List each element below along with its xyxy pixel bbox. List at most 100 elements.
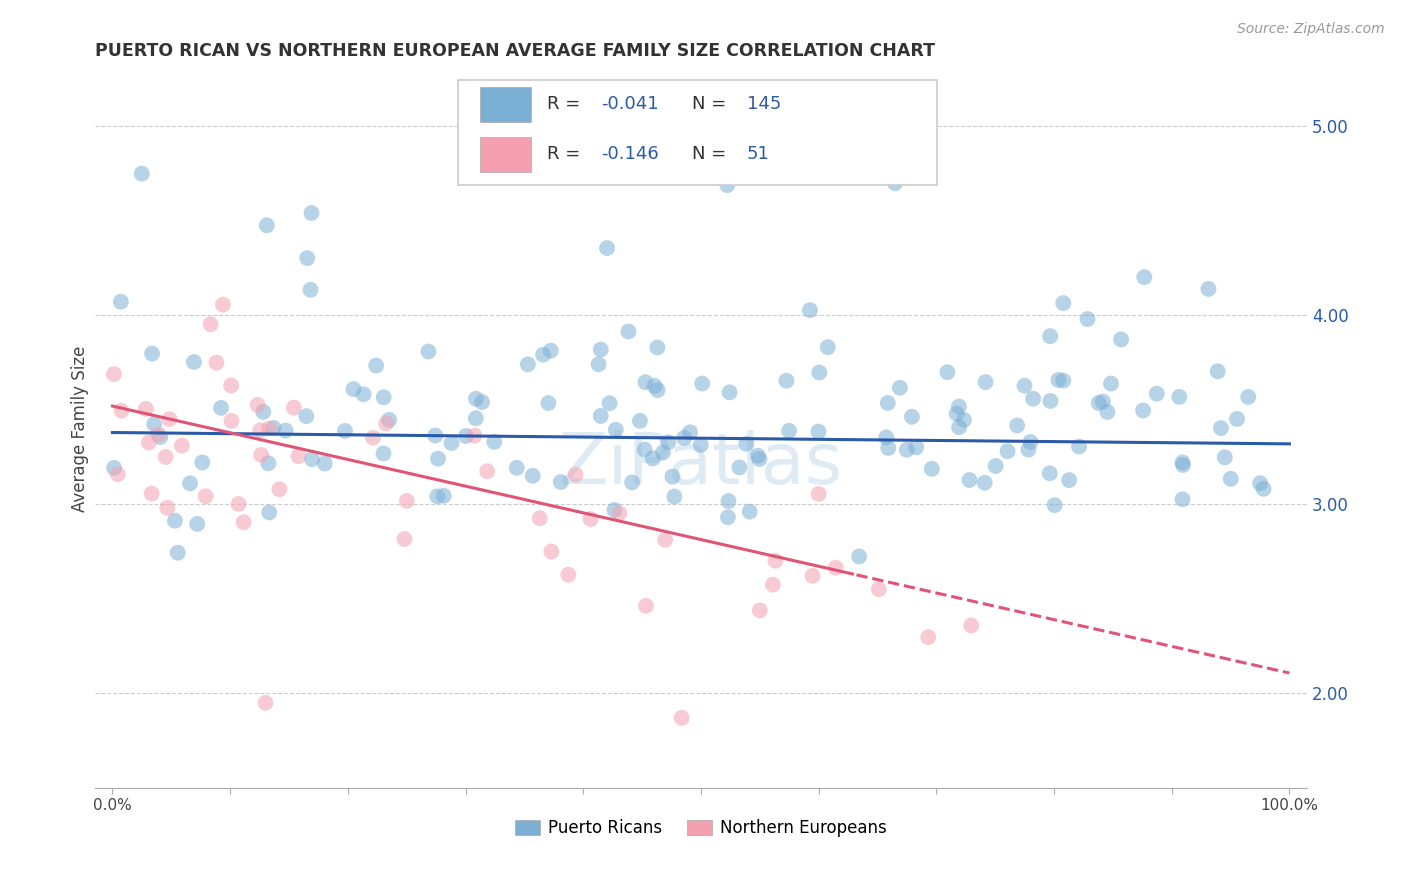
Point xyxy=(605,423,627,437)
Point xyxy=(333,424,356,438)
Point xyxy=(1132,403,1154,417)
Point xyxy=(295,409,318,424)
Point xyxy=(647,341,669,355)
Point xyxy=(146,427,169,442)
Point xyxy=(748,452,770,467)
Point xyxy=(1171,492,1194,507)
Point xyxy=(529,511,551,525)
Point xyxy=(283,401,305,415)
Point xyxy=(463,428,485,442)
Point xyxy=(254,696,277,710)
Point xyxy=(997,444,1019,458)
Point xyxy=(617,325,640,339)
Point xyxy=(1198,282,1220,296)
Point xyxy=(426,451,449,466)
Point xyxy=(373,390,395,404)
Point xyxy=(471,395,494,409)
Point xyxy=(718,385,741,400)
Point xyxy=(131,167,153,181)
Point xyxy=(690,376,713,391)
Point xyxy=(373,446,395,460)
Point xyxy=(1052,296,1074,310)
Point xyxy=(259,421,281,435)
Point xyxy=(589,409,612,423)
Point xyxy=(1039,467,1062,481)
Point xyxy=(973,475,995,490)
Point xyxy=(747,449,769,463)
Point xyxy=(654,533,676,547)
Point xyxy=(817,340,839,354)
Point xyxy=(953,413,976,427)
Text: PUERTO RICAN VS NORTHERN EUROPEAN AVERAGE FAMILY SIZE CORRELATION CHART: PUERTO RICAN VS NORTHERN EUROPEAN AVERAG… xyxy=(94,42,935,60)
Point xyxy=(1099,376,1122,391)
Point xyxy=(596,241,619,255)
Point xyxy=(762,577,785,591)
Point xyxy=(257,456,280,470)
Point xyxy=(1171,455,1194,469)
Point xyxy=(588,357,610,371)
Point xyxy=(378,413,401,427)
Point xyxy=(477,464,499,478)
Point xyxy=(531,348,554,362)
Point xyxy=(301,452,323,467)
Point xyxy=(163,514,186,528)
Point xyxy=(1237,390,1260,404)
FancyBboxPatch shape xyxy=(481,137,531,171)
Point xyxy=(506,460,529,475)
Point xyxy=(1168,390,1191,404)
Point xyxy=(550,475,572,489)
Point xyxy=(159,412,181,426)
Point xyxy=(661,469,683,483)
Point xyxy=(454,429,477,443)
Text: R =: R = xyxy=(547,145,586,162)
Point xyxy=(1076,312,1098,326)
Point xyxy=(200,318,222,332)
Point xyxy=(297,251,319,265)
Point xyxy=(799,303,821,318)
Point xyxy=(948,400,970,414)
Point xyxy=(274,424,297,438)
Point xyxy=(395,494,418,508)
Point xyxy=(440,436,463,450)
Point xyxy=(1133,270,1156,285)
Text: Source: ZipAtlas.com: Source: ZipAtlas.com xyxy=(1237,22,1385,37)
Point xyxy=(484,434,506,449)
Point xyxy=(824,560,846,574)
Point xyxy=(209,401,232,415)
Point xyxy=(252,405,274,419)
Point xyxy=(250,448,273,462)
Point xyxy=(599,396,621,410)
Point xyxy=(1005,418,1028,433)
Point xyxy=(807,425,830,439)
Point xyxy=(1022,392,1045,406)
Point xyxy=(1219,472,1241,486)
Point xyxy=(657,435,679,450)
Point xyxy=(103,367,125,381)
Text: 51: 51 xyxy=(747,145,770,162)
Point xyxy=(1014,378,1036,392)
Point xyxy=(537,396,560,410)
Point xyxy=(246,398,269,412)
Point xyxy=(418,344,440,359)
Point xyxy=(155,450,177,464)
Point xyxy=(540,343,562,358)
Point xyxy=(557,567,579,582)
Point xyxy=(1253,482,1275,496)
Point xyxy=(361,431,384,445)
Point xyxy=(138,435,160,450)
Point xyxy=(579,512,602,526)
Point xyxy=(1017,442,1039,457)
Point xyxy=(644,379,666,393)
Text: N =: N = xyxy=(692,95,733,112)
Point xyxy=(194,489,217,503)
Point xyxy=(110,403,132,417)
Point xyxy=(166,546,188,560)
Text: R =: R = xyxy=(547,95,586,112)
Point xyxy=(717,494,740,508)
Point xyxy=(1087,396,1109,410)
Text: -0.041: -0.041 xyxy=(602,95,659,112)
Point xyxy=(945,407,967,421)
Point xyxy=(183,355,205,369)
Point xyxy=(778,424,800,438)
Point xyxy=(170,439,193,453)
